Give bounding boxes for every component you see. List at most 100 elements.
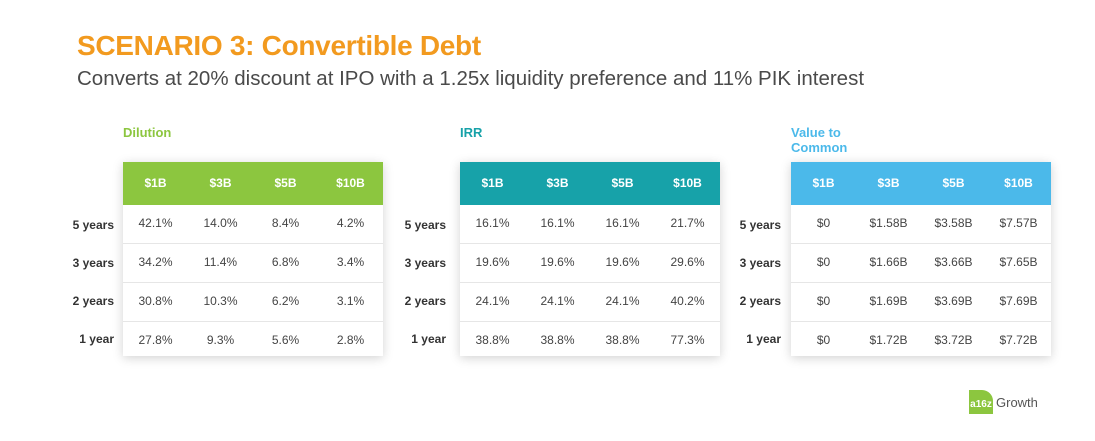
table-cell: $0 xyxy=(816,255,831,269)
table-cell: 16.1% xyxy=(605,216,640,230)
page-subtitle: Converts at 20% discount at IPO with a 1… xyxy=(77,67,865,90)
table-row: 38.8% 38.8% 38.8% 77.3% xyxy=(460,321,720,360)
table-cell: 21.7% xyxy=(670,216,705,230)
value-to-common-table: $1B $3B $5B $10B $0 $1.58B $3.58B $7.57B… xyxy=(791,162,1051,356)
table-cell: 19.6% xyxy=(475,255,510,269)
row-label: 5 years xyxy=(404,218,446,232)
value-header-row: $1B $3B $5B $10B xyxy=(791,162,1051,205)
table-cell: $1.58B xyxy=(869,216,908,230)
table-row: 34.2% 11.4% 6.8% 3.4% xyxy=(123,243,383,282)
dilution-table: $1B $3B $5B $10B 42.1% 14.0% 8.4% 4.2% 3… xyxy=(123,162,383,356)
logo-text: Growth xyxy=(996,394,1038,410)
table-row: $0 $1.69B $3.69B $7.69B xyxy=(791,282,1051,321)
column-header: $5B xyxy=(274,176,297,190)
table-cell: 34.2% xyxy=(138,255,173,269)
column-header: $3B xyxy=(877,176,900,190)
table-cell: 6.2% xyxy=(271,294,300,308)
table-cell: $3.58B xyxy=(934,216,973,230)
table-row: 42.1% 14.0% 8.4% 4.2% xyxy=(123,205,383,243)
table-cell: 24.1% xyxy=(605,294,640,308)
table-cell: 19.6% xyxy=(605,255,640,269)
row-label: 3 years xyxy=(739,256,781,270)
table-cell: 38.8% xyxy=(605,333,640,347)
table-row: 30.8% 10.3% 6.2% 3.1% xyxy=(123,282,383,321)
column-header: $1B xyxy=(812,176,835,190)
irr-label: IRR xyxy=(460,125,483,140)
table-row: $0 $1.66B $3.66B $7.65B xyxy=(791,243,1051,282)
table-row: $0 $1.58B $3.58B $7.57B xyxy=(791,205,1051,243)
table-cell: 77.3% xyxy=(670,333,705,347)
column-header: $1B xyxy=(481,176,504,190)
irr-table: $1B $3B $5B $10B 16.1% 16.1% 16.1% 21.7%… xyxy=(460,162,720,356)
table-cell: 38.8% xyxy=(540,333,575,347)
table-cell: $0 xyxy=(816,294,831,308)
column-header: $5B xyxy=(942,176,965,190)
table-cell: 8.4% xyxy=(271,216,300,230)
irr-header-row: $1B $3B $5B $10B xyxy=(460,162,720,205)
row-label: 5 years xyxy=(72,218,114,232)
irr-row-labels: 5 years 3 years 2 years 1 year xyxy=(380,206,446,358)
table-cell: $3.66B xyxy=(934,255,973,269)
column-header: $10B xyxy=(1004,176,1033,190)
column-header: $5B xyxy=(611,176,634,190)
table-cell: 27.8% xyxy=(138,333,173,347)
table-cell: 3.4% xyxy=(336,255,365,269)
table-cell: 2.8% xyxy=(336,333,365,347)
page-title: SCENARIO 3: Convertible Debt xyxy=(77,30,481,61)
table-cell: $0 xyxy=(816,216,831,230)
table-cell: 30.8% xyxy=(138,294,173,308)
table-row: 27.8% 9.3% 5.6% 2.8% xyxy=(123,321,383,360)
table-cell: 9.3% xyxy=(206,333,235,347)
table-cell: $3.72B xyxy=(934,333,973,347)
row-label: 3 years xyxy=(72,256,114,270)
table-cell: $1.72B xyxy=(869,333,908,347)
row-label: 5 years xyxy=(739,218,781,232)
a16z-growth-logo: a16z Growth xyxy=(969,390,1038,414)
row-label: 2 years xyxy=(739,294,781,308)
row-label: 2 years xyxy=(72,294,114,308)
value-row-labels: 5 years 3 years 2 years 1 year xyxy=(712,206,781,358)
table-cell: $1.69B xyxy=(869,294,908,308)
column-header: $10B xyxy=(336,176,365,190)
column-header: $3B xyxy=(546,176,569,190)
column-header: $1B xyxy=(144,176,167,190)
table-cell: 14.0% xyxy=(203,216,238,230)
table-cell: 3.1% xyxy=(336,294,365,308)
table-cell: $1.66B xyxy=(869,255,908,269)
row-label: 1 year xyxy=(411,332,446,346)
table-cell: 24.1% xyxy=(475,294,510,308)
table-cell: 10.3% xyxy=(203,294,238,308)
table-cell: $7.65B xyxy=(999,255,1038,269)
row-label: 1 year xyxy=(79,332,114,346)
column-header: $3B xyxy=(209,176,232,190)
table-cell: 16.1% xyxy=(540,216,575,230)
table-cell: 11.4% xyxy=(203,255,238,269)
dilution-header-row: $1B $3B $5B $10B xyxy=(123,162,383,205)
table-cell: 40.2% xyxy=(670,294,705,308)
value-to-common-label: Value to Common xyxy=(791,125,848,155)
table-cell: $0 xyxy=(816,333,831,347)
table-row: 24.1% 24.1% 24.1% 40.2% xyxy=(460,282,720,321)
table-cell: 5.6% xyxy=(271,333,300,347)
table-row: 19.6% 19.6% 19.6% 29.6% xyxy=(460,243,720,282)
a16z-logo-badge: a16z xyxy=(969,390,993,414)
table-cell: 16.1% xyxy=(475,216,510,230)
table-row: 16.1% 16.1% 16.1% 21.7% xyxy=(460,205,720,243)
table-cell: $7.57B xyxy=(999,216,1038,230)
table-cell: 24.1% xyxy=(540,294,575,308)
table-cell: $7.72B xyxy=(999,333,1038,347)
table-cell: 29.6% xyxy=(670,255,705,269)
row-label: 2 years xyxy=(404,294,446,308)
dilution-row-labels: 5 years 3 years 2 years 1 year xyxy=(42,206,114,358)
row-label: 1 year xyxy=(746,332,781,346)
table-cell: 6.8% xyxy=(271,255,300,269)
table-row: $0 $1.72B $3.72B $7.72B xyxy=(791,321,1051,360)
row-label: 3 years xyxy=(404,256,446,270)
table-cell: 42.1% xyxy=(138,216,173,230)
table-cell: $3.69B xyxy=(934,294,973,308)
table-cell: $7.69B xyxy=(999,294,1038,308)
table-cell: 19.6% xyxy=(540,255,575,269)
column-header: $10B xyxy=(673,176,702,190)
dilution-label: Dilution xyxy=(123,125,172,140)
table-cell: 4.2% xyxy=(336,216,365,230)
